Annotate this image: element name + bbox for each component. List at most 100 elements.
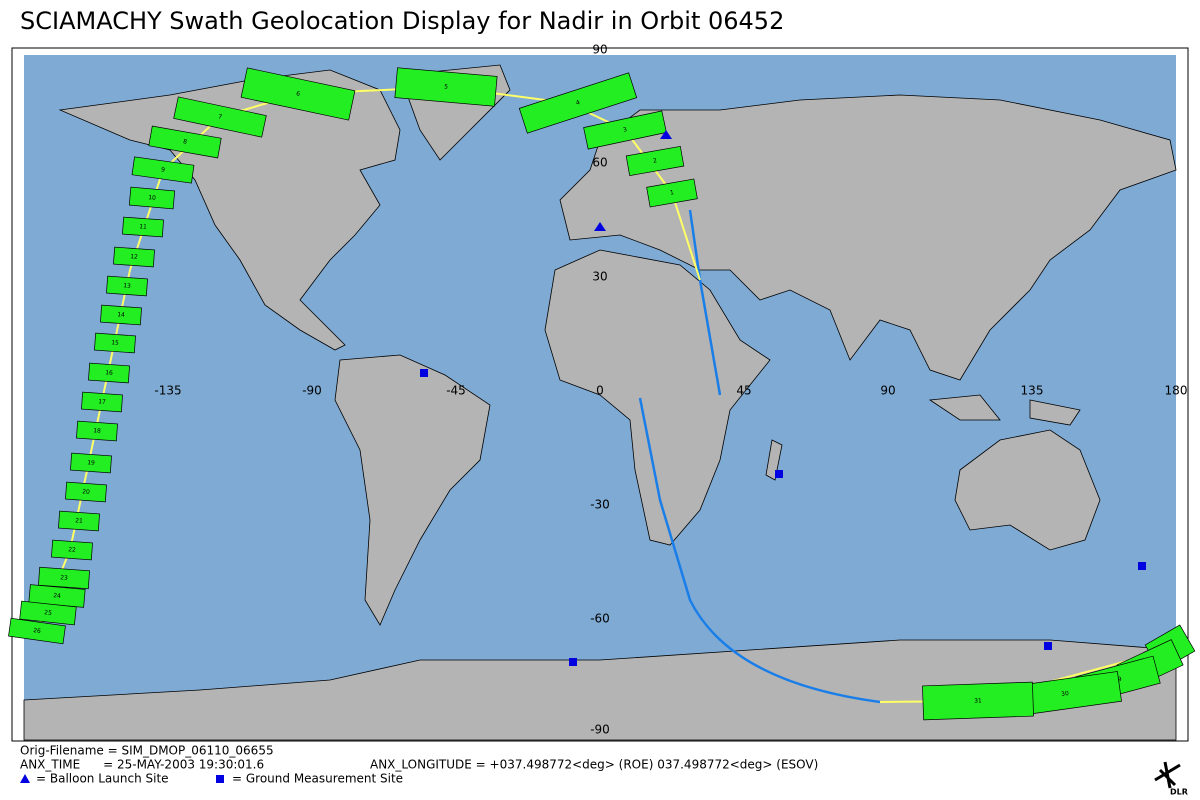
swath-segment: 18 (76, 420, 118, 442)
swath-segment: 1 (646, 178, 698, 208)
segment-label: 18 (93, 427, 101, 435)
segment-label: 3 (622, 126, 627, 134)
lon-label: 0 (596, 384, 604, 398)
swath-segment: 7 (173, 96, 267, 138)
ground-site (775, 470, 783, 478)
lat-label: -90 (590, 723, 610, 737)
segment-box (518, 72, 638, 134)
segment-box (106, 275, 148, 297)
segment-label: 2 (653, 157, 658, 165)
segment-label: 1 (670, 189, 675, 197)
legend-ground: = Ground Measurement Site (232, 772, 403, 786)
swath-segment: 16 (88, 362, 130, 384)
segment-box (583, 110, 667, 150)
segment-label: 19 (87, 459, 95, 467)
swath: 1234567891011121314151617181920212223242… (8, 67, 1196, 721)
lon-label: 45 (736, 384, 751, 398)
segment-box (8, 617, 66, 645)
segment-box (394, 67, 498, 107)
swath-segment: 8 (148, 125, 222, 159)
swath-segment: 22 (51, 539, 93, 561)
segment-label: 31 (974, 697, 982, 704)
segment-label: 12 (130, 253, 138, 261)
segment-label: 16 (105, 369, 113, 377)
lat-label: -60 (590, 612, 610, 626)
swath-segment: 17 (81, 391, 123, 413)
lon-label: -45 (446, 384, 466, 398)
segment-label: 30 (1061, 690, 1070, 698)
legend-balloon: = Balloon Launch Site (36, 772, 169, 786)
segment-box (131, 156, 195, 184)
segment-label: 13 (123, 282, 131, 290)
swath-segment: 20 (65, 481, 107, 503)
segment-label: 10 (148, 194, 156, 202)
swath-segment: 26 (8, 617, 66, 645)
segment-label: 5 (444, 83, 449, 90)
segment-box (70, 452, 112, 474)
swath-segment: 21 (58, 510, 100, 532)
segment-label: 14 (117, 311, 125, 319)
swath-segment: 5 (394, 67, 498, 107)
balloon-site (594, 222, 606, 231)
segment-label: 25 (44, 609, 53, 617)
swath-segment: 6 (240, 67, 356, 121)
segment-box (51, 539, 93, 561)
segment-label: 20 (82, 488, 90, 496)
lat-label: -30 (590, 498, 610, 512)
segment-label: 15 (111, 339, 119, 347)
segment-box (113, 246, 155, 268)
land (23, 64, 1177, 741)
segment-label: 9 (161, 166, 166, 173)
swath-segment: 11 (122, 216, 164, 238)
swath-segment: 19 (70, 452, 112, 474)
segment-box (240, 67, 356, 121)
ground-site (1138, 562, 1146, 570)
anx-longitude: ANX_LONGITUDE = +037.498772<deg> (ROE) 0… (370, 758, 818, 772)
lat-label: 90 (592, 43, 607, 57)
segment-label: 4 (575, 99, 581, 107)
swath-segment: 31 (922, 681, 1034, 721)
segment-box (38, 566, 90, 590)
segment-box (81, 391, 123, 413)
lon-label: 180 (1165, 384, 1188, 398)
ground-site (569, 658, 577, 666)
swath-segment: 9 (131, 156, 195, 184)
swath-segment: 14 (100, 304, 142, 326)
segment-label: 24 (53, 592, 61, 600)
segment-box (19, 600, 77, 626)
ground-site (1044, 642, 1052, 650)
swath-segment: 3 (583, 110, 667, 150)
swath-segment: 24 (28, 584, 86, 608)
segment-box (65, 481, 107, 503)
lon-label: -135 (154, 384, 181, 398)
segment-label: 22 (68, 546, 76, 554)
segment-box (88, 362, 130, 384)
segment-label: 26 (33, 627, 42, 635)
segment-box (625, 145, 685, 177)
segment-box (646, 178, 698, 208)
segment-box (58, 510, 100, 532)
legend-triangle (20, 774, 30, 783)
filename: Orig-Filename = SIM_DMOP_06110_06655 (20, 744, 274, 758)
segment-label: 23 (60, 574, 68, 582)
segment-label: 8 (183, 138, 188, 146)
sites (420, 130, 1146, 666)
lon-label: -90 (302, 384, 322, 398)
swath-segment: 4 (518, 72, 638, 134)
swath-segment: 2 (625, 145, 685, 177)
segment-box (76, 420, 118, 442)
lat-label: 30 (592, 270, 607, 284)
segment-label: 11 (139, 223, 147, 231)
balloon-site (660, 130, 672, 139)
segment-box (122, 216, 164, 238)
segment-box (94, 332, 136, 354)
segment-label: 21 (75, 517, 83, 525)
segment-label: 7 (217, 113, 222, 121)
segment-box (100, 304, 142, 326)
segment-box (128, 186, 176, 210)
segment-box (173, 96, 267, 138)
logo: DLR (1170, 788, 1188, 797)
swath-segment: 13 (106, 275, 148, 297)
